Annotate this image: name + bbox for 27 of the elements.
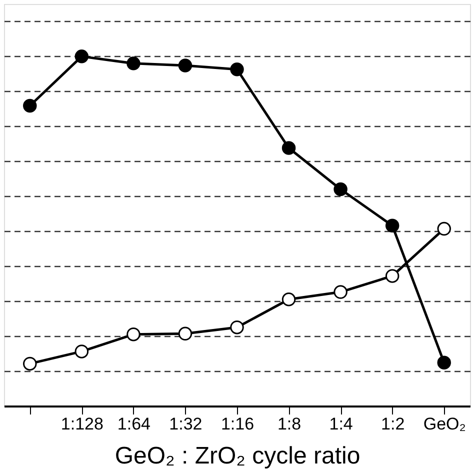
- point: [282, 292, 296, 306]
- x-tick-label: GeO₂: [423, 414, 466, 434]
- point: [385, 218, 400, 232]
- point: [230, 62, 244, 76]
- point: [437, 222, 451, 236]
- x-tick-label: 1:4: [329, 414, 353, 434]
- x-tick-label: 1:2: [381, 414, 405, 434]
- x-tick-label: 1:128: [60, 414, 104, 434]
- x-tick-label: 1:32: [169, 414, 202, 434]
- point: [282, 141, 296, 155]
- point: [74, 50, 89, 64]
- x-tick-label: 1:16: [220, 414, 254, 434]
- point: [126, 56, 140, 70]
- point: [74, 344, 89, 358]
- x-tick-label: 1:64: [117, 414, 150, 434]
- point: [230, 320, 244, 334]
- point: [126, 327, 140, 342]
- x-tick-label: 1:8: [277, 414, 302, 434]
- point: [23, 98, 37, 113]
- point: [178, 58, 192, 72]
- x-axis-title: GeO₂ : ZrO₂ cycle ratio: [114, 442, 360, 470]
- point: [334, 182, 348, 196]
- point: [23, 356, 37, 371]
- point: [334, 285, 348, 299]
- point: [437, 356, 451, 370]
- point: [385, 269, 400, 283]
- point: [178, 326, 192, 340]
